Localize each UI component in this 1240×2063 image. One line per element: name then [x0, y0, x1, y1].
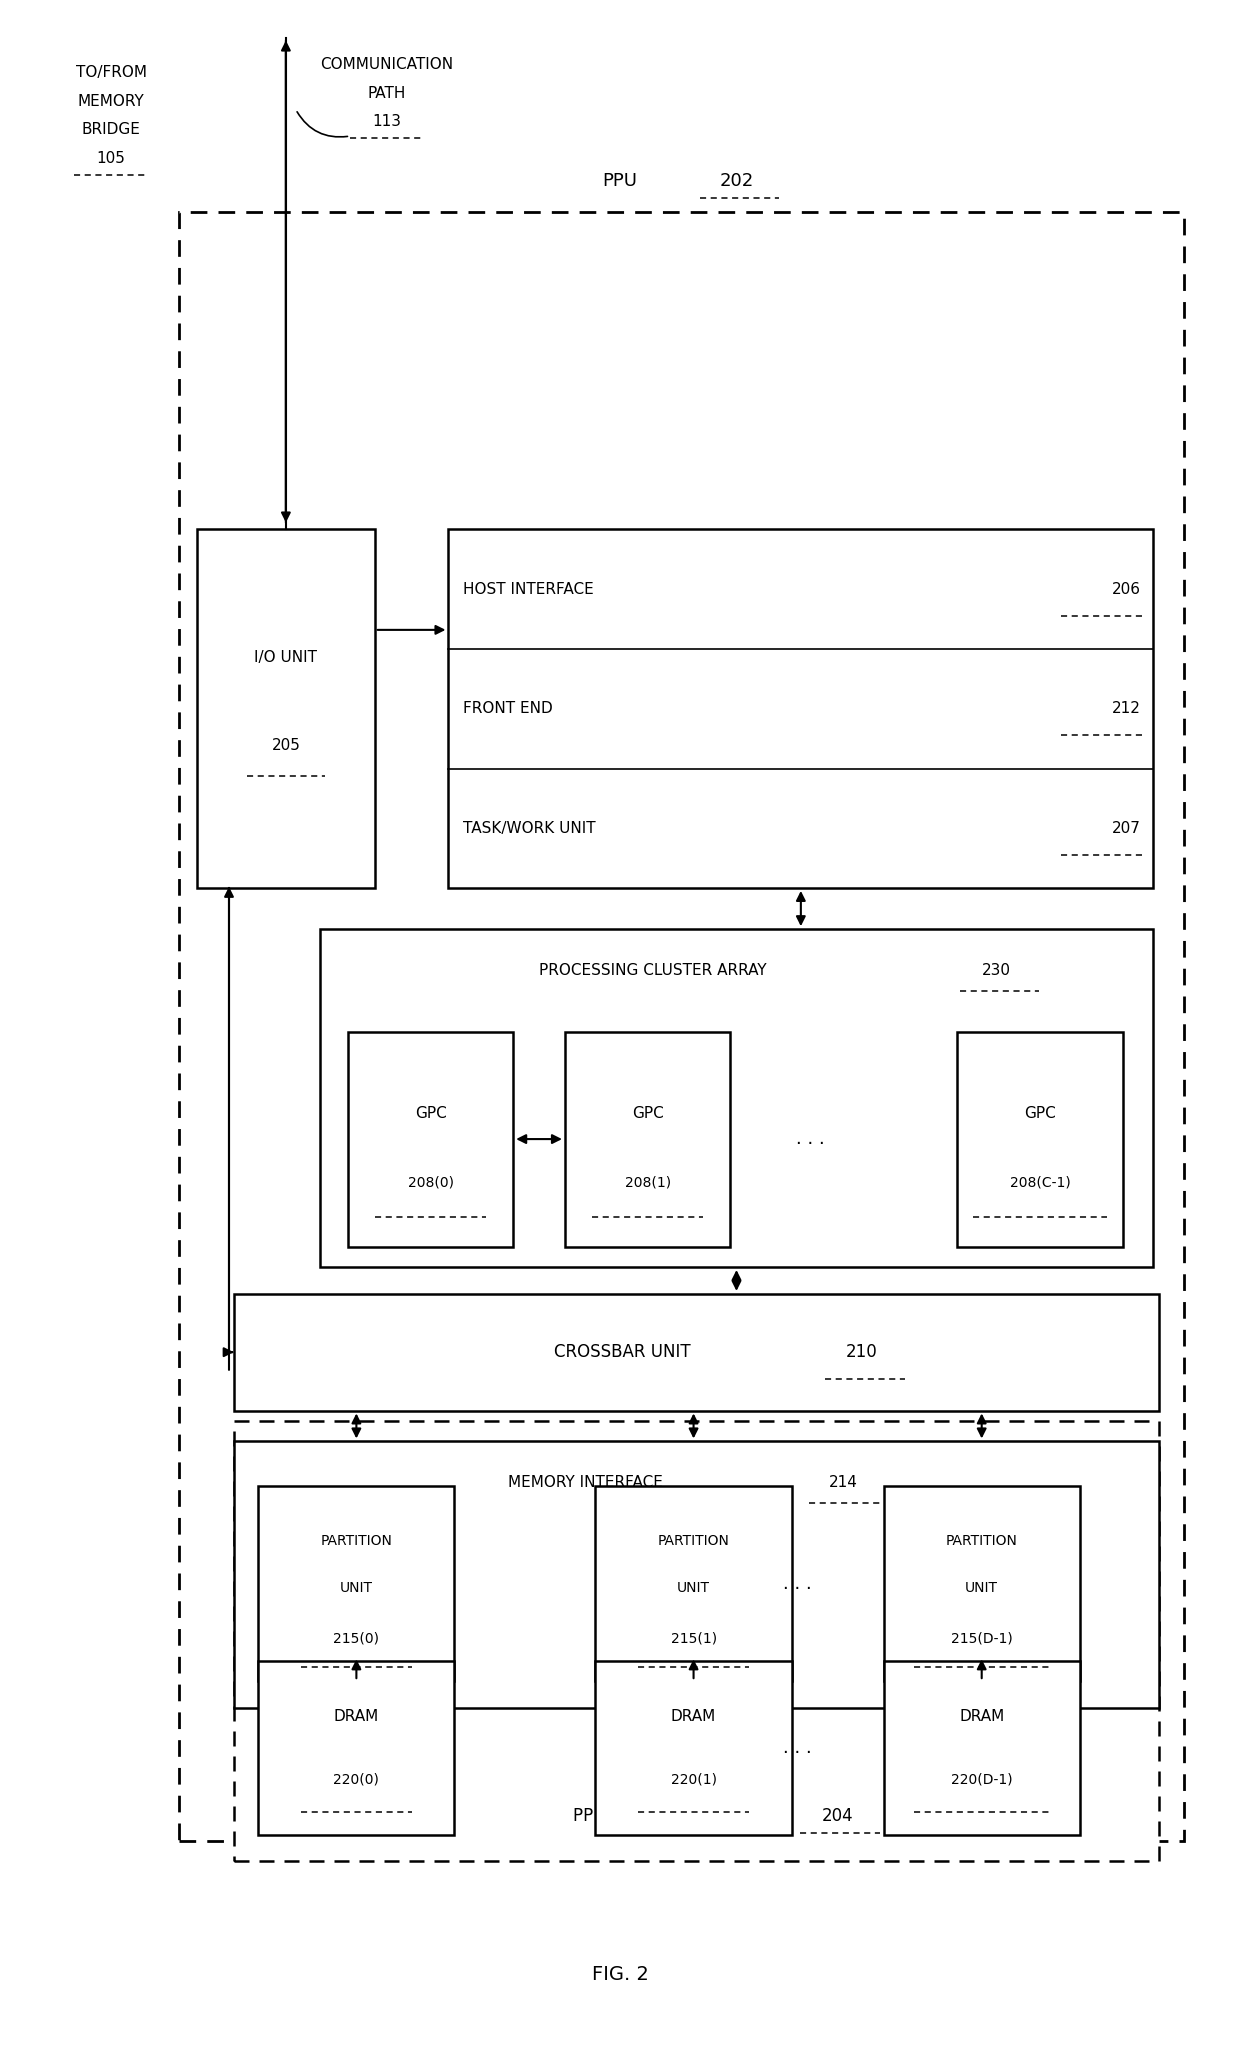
- Text: . . .: . . .: [784, 1739, 812, 1758]
- Text: 220(0): 220(0): [334, 1772, 379, 1787]
- Bar: [347, 1032, 513, 1246]
- Text: PARTITION: PARTITION: [657, 1535, 729, 1547]
- Text: 202: 202: [719, 171, 754, 190]
- Bar: [234, 1442, 1159, 1708]
- Text: GPC: GPC: [1024, 1106, 1055, 1120]
- Text: 204: 204: [821, 1807, 853, 1826]
- Text: PARTITION: PARTITION: [946, 1535, 1018, 1547]
- Text: 215(D-1): 215(D-1): [951, 1632, 1013, 1644]
- Bar: [234, 1421, 1159, 1861]
- Bar: [234, 1294, 1159, 1411]
- Bar: [449, 530, 1153, 887]
- Text: 215(0): 215(0): [334, 1632, 379, 1644]
- Text: 208(1): 208(1): [625, 1176, 671, 1188]
- Bar: [565, 1032, 730, 1246]
- Text: COMMUNICATION: COMMUNICATION: [320, 58, 454, 72]
- Bar: [884, 1661, 1080, 1834]
- Text: PARTITION: PARTITION: [320, 1535, 392, 1547]
- Text: 212: 212: [1112, 701, 1141, 716]
- Text: 105: 105: [97, 151, 125, 167]
- Text: 214: 214: [828, 1475, 858, 1489]
- Text: 206: 206: [1112, 582, 1141, 596]
- Bar: [197, 530, 374, 887]
- Bar: [179, 212, 1184, 1840]
- Text: PATH: PATH: [368, 85, 407, 101]
- Text: UNIT: UNIT: [677, 1580, 711, 1595]
- Text: FRONT END: FRONT END: [463, 701, 553, 716]
- Text: 220(1): 220(1): [671, 1772, 717, 1787]
- Text: HOST INTERFACE: HOST INTERFACE: [463, 582, 594, 596]
- Text: 230: 230: [982, 963, 1011, 978]
- Text: UNIT: UNIT: [965, 1580, 998, 1595]
- Text: DRAM: DRAM: [959, 1708, 1004, 1725]
- Text: GPC: GPC: [414, 1106, 446, 1120]
- Text: 210: 210: [846, 1343, 878, 1362]
- Bar: [884, 1487, 1080, 1681]
- Text: I/O UNIT: I/O UNIT: [254, 650, 317, 664]
- Text: 207: 207: [1112, 821, 1141, 836]
- Bar: [258, 1661, 455, 1834]
- Bar: [595, 1661, 791, 1834]
- Bar: [320, 928, 1153, 1267]
- Text: 208(0): 208(0): [408, 1176, 454, 1188]
- Text: DRAM: DRAM: [334, 1708, 379, 1725]
- Text: CROSSBAR UNIT: CROSSBAR UNIT: [554, 1343, 691, 1362]
- Text: 215(1): 215(1): [671, 1632, 717, 1644]
- Text: DRAM: DRAM: [671, 1708, 717, 1725]
- Text: 113: 113: [372, 113, 402, 130]
- Text: 220(D-1): 220(D-1): [951, 1772, 1013, 1787]
- Bar: [258, 1487, 455, 1681]
- Text: 205: 205: [272, 739, 300, 753]
- Text: FIG. 2: FIG. 2: [591, 1964, 649, 1985]
- Text: GPC: GPC: [631, 1106, 663, 1120]
- Text: PP MEMORY: PP MEMORY: [573, 1807, 672, 1826]
- Text: PROCESSING CLUSTER ARRAY: PROCESSING CLUSTER ARRAY: [539, 963, 766, 978]
- Text: UNIT: UNIT: [340, 1580, 373, 1595]
- Text: MEMORY: MEMORY: [78, 93, 145, 109]
- Text: . . .: . . .: [784, 1574, 812, 1593]
- Text: TASK/WORK UNIT: TASK/WORK UNIT: [463, 821, 595, 836]
- Text: TO/FROM: TO/FROM: [76, 66, 146, 80]
- Text: MEMORY INTERFACE: MEMORY INTERFACE: [508, 1475, 663, 1489]
- Text: . . .: . . .: [796, 1131, 825, 1149]
- Text: BRIDGE: BRIDGE: [82, 122, 140, 138]
- Text: 208(C-1): 208(C-1): [1009, 1176, 1070, 1188]
- Bar: [957, 1032, 1122, 1246]
- Bar: [595, 1487, 791, 1681]
- Text: PPU: PPU: [603, 171, 637, 190]
